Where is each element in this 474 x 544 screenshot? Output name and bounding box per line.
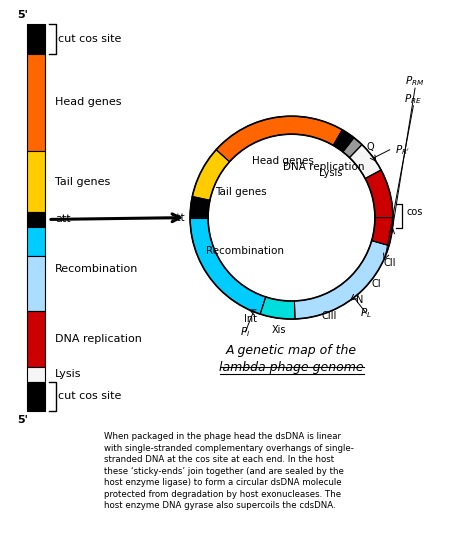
Text: $P_I$: $P_I$ [240, 325, 250, 339]
Text: Tail genes: Tail genes [215, 187, 266, 196]
Text: A genetic map of the
lambda phage genome: A genetic map of the lambda phage genome [219, 344, 364, 374]
Bar [27, 24, 45, 53]
Bar [27, 311, 45, 367]
Text: CII: CII [383, 258, 396, 268]
Text: N: N [356, 295, 363, 305]
Text: DNA replication: DNA replication [55, 334, 142, 344]
Text: $P_L$: $P_L$ [360, 306, 372, 320]
Text: $P_{RE}$: $P_{RE}$ [404, 92, 422, 106]
Text: DNA replication: DNA replication [283, 162, 365, 172]
Text: Lysis: Lysis [55, 369, 82, 379]
Wedge shape [349, 145, 381, 178]
Text: Recombination: Recombination [206, 246, 284, 256]
Bar [27, 24, 45, 53]
Wedge shape [365, 170, 393, 218]
Text: 5': 5' [18, 415, 28, 425]
Text: $P_{RM}$: $P_{RM}$ [405, 75, 425, 88]
Wedge shape [192, 150, 229, 200]
Text: Recombination: Recombination [55, 264, 138, 274]
Text: When packaged in the phage head the dsDNA is linear
with single-stranded complem: When packaged in the phage head the dsDN… [104, 432, 354, 510]
Wedge shape [294, 240, 389, 319]
Bar [27, 227, 45, 256]
Text: cut cos site: cut cos site [58, 391, 121, 401]
Text: Int: Int [244, 314, 257, 324]
Text: Xis: Xis [272, 325, 286, 335]
Bar [27, 256, 45, 311]
Text: cos: cos [407, 207, 423, 217]
Bar [27, 382, 45, 411]
Bar [27, 151, 45, 212]
Bar [27, 53, 45, 151]
Wedge shape [190, 196, 210, 218]
Bar [27, 382, 45, 411]
Text: Head genes: Head genes [55, 97, 121, 107]
Text: cut cos site: cut cos site [58, 34, 121, 44]
Wedge shape [260, 297, 295, 319]
Text: Q: Q [366, 142, 374, 152]
Bar [27, 212, 45, 227]
Text: CIII: CIII [321, 311, 337, 322]
Wedge shape [372, 218, 393, 245]
Text: att: att [171, 213, 185, 222]
Wedge shape [190, 218, 266, 314]
Text: att: att [55, 214, 71, 225]
Text: 5': 5' [18, 10, 28, 21]
Text: Head genes: Head genes [252, 156, 313, 166]
Text: CI: CI [371, 279, 381, 288]
Wedge shape [343, 138, 362, 158]
Text: Tail genes: Tail genes [55, 177, 110, 187]
Wedge shape [216, 116, 342, 162]
Bar [27, 367, 45, 382]
Wedge shape [333, 130, 354, 152]
Text: $P_{R'}$: $P_{R'}$ [395, 143, 410, 157]
Text: Lysis: Lysis [319, 168, 342, 178]
